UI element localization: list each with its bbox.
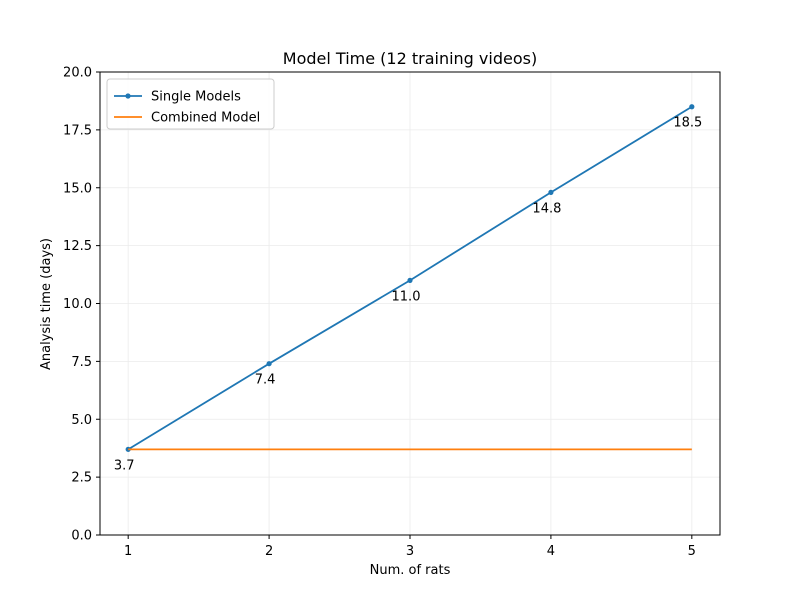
y-tick-label: 0.0	[71, 529, 92, 544]
data-label: 14.8	[532, 201, 561, 216]
data-point	[407, 277, 413, 283]
y-tick-label: 20.0	[63, 66, 92, 81]
x-axis-label: Num. of rats	[370, 563, 451, 578]
y-tick-label: 10.0	[63, 297, 92, 312]
x-tick-label: 1	[124, 544, 132, 559]
chart-title: Model Time (12 training videos)	[283, 49, 537, 68]
data-point	[689, 104, 695, 110]
series-lines	[125, 104, 695, 452]
data-point	[266, 361, 272, 367]
data-point	[548, 189, 554, 195]
data-label: 3.7	[114, 458, 135, 473]
y-tick-label: 2.5	[71, 471, 92, 486]
y-tick-label: 17.5	[63, 123, 92, 138]
y-tick-label: 15.0	[63, 181, 92, 196]
x-tick-label: 3	[406, 544, 414, 559]
legend-box	[106, 78, 275, 130]
axes: 1 2 3 4 5 0.0 2.5 5.0 7.5 10.0 12.5 15.0 17.5 20.0	[63, 66, 696, 560]
x-tick-label: 5	[688, 544, 696, 559]
data-label: 18.5	[673, 116, 702, 131]
data-label: 7.4	[255, 373, 276, 388]
y-axis-label: Analysis time (days)	[39, 238, 54, 370]
x-tick-label: 4	[547, 544, 555, 559]
legend-label: Single Models	[151, 90, 241, 105]
data-label: 11.0	[392, 289, 421, 304]
y-tick-label: 5.0	[71, 413, 92, 428]
legend-label: Combined Model	[151, 111, 260, 126]
legend: Single Models Combined Model	[106, 78, 275, 130]
data-labels: 3.7 7.4 11.0 14.8 18.5	[114, 116, 702, 474]
legend-marker	[125, 93, 131, 99]
y-tick-label: 12.5	[63, 239, 92, 254]
y-tick-label: 7.5	[71, 355, 92, 370]
x-tick-label: 2	[265, 544, 273, 559]
